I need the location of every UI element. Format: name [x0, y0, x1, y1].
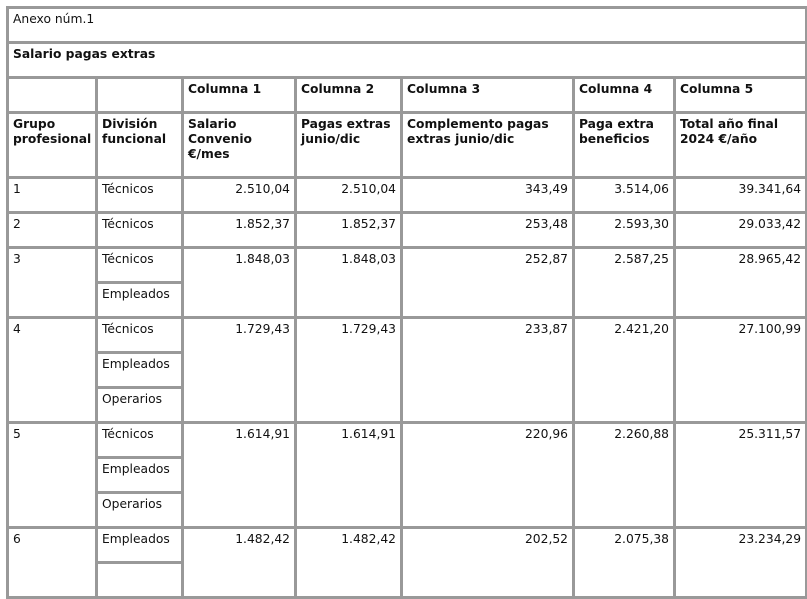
value-col1: 1.729,43 — [181, 316, 297, 424]
table-row: 5 Técnicos 1.614,91 1.614,91 220,96 2.260,88 2… — [6, 421, 807, 529]
grupo-cell: 2 — [6, 211, 98, 249]
value-col5: 23.234,29 — [672, 526, 807, 599]
header-col1: Salario Convenio €/mes — [181, 111, 297, 179]
column-number-row: Columna 1 Columna 2 Columna 3 Columna 4 … — [6, 76, 807, 114]
header-col4: Paga extra beneficios — [572, 111, 676, 179]
division-cell: Técnicos — [95, 316, 184, 354]
grupo-cell: 4 — [6, 316, 98, 424]
division-cell — [95, 561, 184, 599]
value-col4: 3.514,06 — [572, 176, 676, 214]
value-col1: 1.848,03 — [181, 246, 297, 319]
table-row: Empleados — [8, 281, 807, 319]
value-col3: 220,96 — [400, 421, 575, 529]
division-cell: Operarios — [95, 386, 184, 424]
value-col4: 2.593,30 — [572, 211, 676, 249]
annex-label: Anexo núm.1 — [5, 6, 807, 44]
grupo-cell: 1 — [6, 176, 98, 214]
table-row: 6 Empleados 1.482,42 1.482,42 202,52 2.075,38… — [6, 526, 807, 599]
value-col4: 2.587,25 — [572, 246, 676, 319]
empty-cell — [6, 76, 98, 114]
value-col5: 29.033,42 — [672, 211, 807, 249]
header-col3: Complemento pagas extras junio/dic — [400, 111, 575, 179]
value-col5: 28.965,42 — [672, 246, 807, 319]
value-col1: 1.482,42 — [181, 526, 297, 599]
value-col4: 2.260,88 — [572, 421, 676, 529]
value-col4: 2.075,38 — [572, 526, 676, 599]
division-cell: Técnicos — [95, 176, 184, 214]
value-col3: 202,52 — [400, 526, 575, 599]
division-cell: Técnicos — [95, 421, 184, 459]
header-row: Grupo profesional División funcional Sal… — [6, 111, 807, 179]
value-col1: 1.852,37 — [181, 211, 297, 249]
value-col3: 233,87 — [400, 316, 575, 424]
value-col5: 25.311,57 — [672, 421, 807, 529]
value-col3: 252,87 — [400, 246, 575, 319]
column-number-4: Columna 4 — [572, 76, 676, 114]
table-row: Empleados — [8, 456, 807, 494]
value-col2: 1.482,42 — [294, 526, 403, 599]
grupo-cell: 5 — [6, 421, 98, 529]
division-cell: Empleados — [95, 456, 184, 494]
division-cell: Empleados — [95, 351, 184, 389]
value-col1: 2.510,04 — [181, 176, 297, 214]
column-number-1: Columna 1 — [181, 76, 297, 114]
division-cell: Técnicos — [95, 246, 184, 284]
table-row: Operarios — [8, 491, 807, 529]
division-cell: Empleados — [95, 281, 184, 319]
table-row: Operarios — [8, 386, 807, 424]
empty-cell — [95, 76, 184, 114]
salary-table: Anexo núm.1 Salario pagas extras Columna… — [5, 6, 807, 599]
value-col2: 1.848,03 — [294, 246, 403, 319]
header-division: División funcional — [95, 111, 184, 179]
header-col5: Total año final 2024 €/año — [672, 111, 807, 179]
table-row: 4 Técnicos 1.729,43 1.729,43 233,87 2.421,20 2… — [6, 316, 807, 424]
header-col2: Pagas extras junio/dic — [294, 111, 403, 179]
table-row: 1 Técnicos 2.510,04 2.510,04 343,49 3.514,06 3… — [6, 176, 807, 214]
grupo-cell: 6 — [6, 526, 98, 599]
value-col2: 2.510,04 — [294, 176, 403, 214]
table-row: Empleados — [8, 351, 807, 389]
header-grupo: Grupo profesional — [6, 111, 98, 179]
value-col2: 1.729,43 — [294, 316, 403, 424]
division-cell: Técnicos — [95, 211, 184, 249]
table-row: 3 Técnicos 1.848,03 1.848,03 252,87 2.587,25 2… — [6, 246, 807, 319]
column-number-2: Columna 2 — [294, 76, 403, 114]
value-col2: 1.852,37 — [294, 211, 403, 249]
grupo-cell: 3 — [6, 246, 98, 319]
column-number-5: Columna 5 — [672, 76, 807, 114]
division-cell: Empleados — [95, 526, 184, 564]
column-number-3: Columna 3 — [400, 76, 575, 114]
value-col4: 2.421,20 — [572, 316, 676, 424]
value-col5: 39.341,64 — [672, 176, 807, 214]
value-col2: 1.614,91 — [294, 421, 403, 529]
table-title: Salario pagas extras — [5, 41, 807, 79]
table-row: 2 Técnicos 1.852,37 1.852,37 253,48 2.593,30 2… — [6, 211, 807, 249]
value-col3: 343,49 — [400, 176, 575, 214]
value-col1: 1.614,91 — [181, 421, 297, 529]
division-cell: Operarios — [95, 491, 184, 529]
value-col5: 27.100,99 — [672, 316, 807, 424]
value-col3: 253,48 — [400, 211, 575, 249]
